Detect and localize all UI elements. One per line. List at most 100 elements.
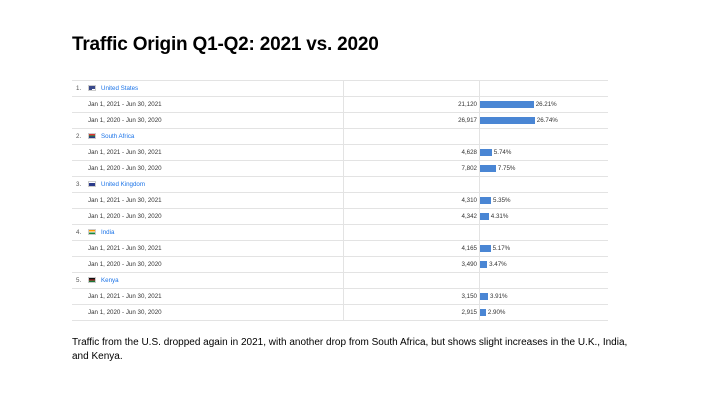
column-divider [479, 177, 480, 192]
slide-caption: Traffic from the U.S. dropped again in 2… [72, 337, 628, 362]
date-range: Jan 1, 2020 - Jun 30, 2020 [88, 261, 162, 268]
column-divider [343, 273, 344, 288]
rank-number: 3. [76, 181, 82, 188]
column-divider [343, 289, 344, 304]
table-row: Jan 1, 2020 - Jun 30, 2020 26,917 26.74% [72, 113, 608, 129]
sessions-value: 4,165 [461, 245, 477, 252]
country-row: 4. India [72, 225, 608, 241]
column-divider [479, 193, 480, 208]
rank-number: 4. [76, 229, 82, 236]
country-row: 5. Kenya [72, 273, 608, 289]
percent-label: 7.75% [497, 165, 516, 172]
za-flag-icon [88, 133, 96, 139]
column-divider [343, 305, 344, 320]
table-row: Jan 1, 2021 - Jun 30, 2021 4,310 5.35% [72, 193, 608, 209]
percent-label: 26.21% [535, 101, 557, 108]
column-divider [343, 177, 344, 192]
in-flag-icon [88, 229, 96, 235]
percent-bar [480, 293, 488, 300]
column-divider [479, 129, 480, 144]
date-range: Jan 1, 2021 - Jun 30, 2021 [88, 149, 162, 156]
table-row: Jan 1, 2021 - Jun 30, 2021 4,628 5.74% [72, 145, 608, 161]
slide-title: Traffic Origin Q1-Q2: 2021 vs. 2020 [72, 34, 379, 55]
column-divider [343, 193, 344, 208]
percent-label: 3.47% [489, 261, 507, 268]
percent-bar [480, 261, 488, 268]
percent-bar [480, 213, 489, 220]
percent-bar [480, 309, 486, 316]
table-row: Jan 1, 2020 - Jun 30, 2020 7,802 7.75% [72, 161, 608, 177]
column-divider [343, 161, 344, 176]
percent-bar [480, 165, 496, 172]
table-row: Jan 1, 2021 - Jun 30, 2021 21,120 26.21% [72, 97, 608, 113]
column-divider [479, 145, 480, 160]
country-row: 3. United Kingdom [72, 177, 608, 193]
column-divider [479, 161, 480, 176]
column-divider [479, 289, 480, 304]
sessions-value: 7,802 [461, 165, 477, 172]
column-divider [479, 225, 480, 240]
date-range: Jan 1, 2020 - Jun 30, 2020 [88, 213, 162, 220]
column-divider [343, 81, 344, 96]
table-row: Jan 1, 2020 - Jun 30, 2020 4,342 4.31% [72, 209, 608, 225]
column-divider [479, 113, 480, 128]
percent-label: 26.74% [536, 117, 558, 124]
column-divider [343, 129, 344, 144]
column-divider [479, 209, 480, 224]
date-range: Jan 1, 2021 - Jun 30, 2021 [88, 293, 162, 300]
percent-label: 2.90% [487, 309, 506, 316]
us-flag-icon [88, 85, 96, 91]
date-range: Jan 1, 2021 - Jun 30, 2021 [88, 197, 162, 204]
percent-label: 5.35% [493, 197, 511, 204]
percent-bar [480, 197, 491, 204]
percent-label: 5.17% [492, 245, 511, 252]
column-divider [479, 81, 480, 96]
percent-label: 4.31% [490, 213, 509, 220]
percent-label: 5.74% [493, 149, 512, 156]
country-link[interactable]: United States [101, 85, 139, 92]
percent-bar [480, 117, 535, 124]
sessions-value: 4,628 [461, 149, 477, 156]
column-divider [479, 305, 480, 320]
table-row: Jan 1, 2021 - Jun 30, 2021 4,165 5.17% [72, 241, 608, 257]
sessions-value: 26,917 [458, 117, 477, 124]
country-row: 1. United States [72, 81, 608, 97]
country-link[interactable]: India [101, 229, 115, 236]
table-row: Jan 1, 2021 - Jun 30, 2021 3,150 3.91% [72, 289, 608, 305]
ke-flag-icon [88, 277, 96, 283]
column-divider [343, 97, 344, 112]
column-divider [343, 241, 344, 256]
date-range: Jan 1, 2020 - Jun 30, 2020 [88, 165, 162, 172]
column-divider [343, 113, 344, 128]
traffic-table: 1. United States Jan 1, 2021 - Jun 30, 202… [72, 80, 608, 321]
country-row: 2. South Africa [72, 129, 608, 145]
sessions-value: 3,490 [461, 261, 477, 268]
column-divider [343, 257, 344, 272]
country-link[interactable]: South Africa [101, 133, 135, 140]
date-range: Jan 1, 2021 - Jun 30, 2021 [88, 101, 162, 108]
rank-number: 5. [76, 277, 82, 284]
rank-number: 1. [76, 85, 82, 92]
sessions-value: 21,120 [458, 101, 477, 108]
country-link[interactable]: United Kingdom [101, 181, 146, 188]
date-range: Jan 1, 2021 - Jun 30, 2021 [88, 245, 162, 252]
percent-bar [480, 245, 491, 252]
sessions-value: 4,342 [461, 213, 477, 220]
uk-flag-icon [88, 181, 96, 187]
rank-number: 2. [76, 133, 82, 140]
sessions-value: 3,150 [461, 293, 477, 300]
percent-bar [480, 101, 534, 108]
column-divider [479, 273, 480, 288]
table-row: Jan 1, 2020 - Jun 30, 2020 3,490 3.47% [72, 257, 608, 273]
date-range: Jan 1, 2020 - Jun 30, 2020 [88, 309, 162, 316]
column-divider [479, 97, 480, 112]
date-range: Jan 1, 2020 - Jun 30, 2020 [88, 117, 162, 124]
sessions-value: 2,915 [461, 309, 477, 316]
table-row: Jan 1, 2020 - Jun 30, 2020 2,915 2.90% [72, 305, 608, 321]
sessions-value: 4,310 [461, 197, 477, 204]
column-divider [343, 225, 344, 240]
column-divider [343, 209, 344, 224]
country-link[interactable]: Kenya [101, 277, 119, 284]
column-divider [479, 241, 480, 256]
percent-label: 3.91% [490, 293, 508, 300]
